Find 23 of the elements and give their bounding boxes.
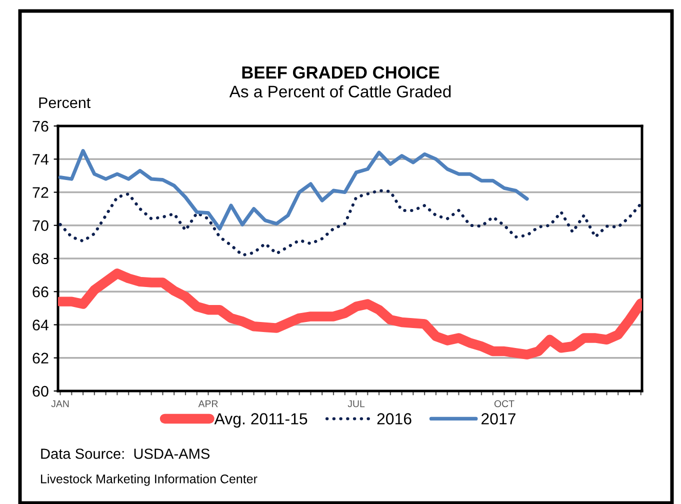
y-tick-label: 64	[32, 320, 49, 330]
y-tick-label: 68	[32, 253, 48, 264]
chart-subtitle: As a Percent of Cattle Graded	[229, 85, 451, 98]
y-tick-label: 76	[32, 120, 48, 132]
text: Livestock Marketing Information Center	[41, 474, 258, 486]
x-tick-label: APR	[198, 400, 218, 408]
chart-title: BEEF GRADED CHOICE	[242, 66, 440, 79]
line-series	[58, 149, 529, 230]
legend-label: 2017	[482, 413, 516, 424]
legend-label: Avg. 2011-15	[214, 413, 308, 428]
x-tick-label: JUL	[348, 400, 365, 408]
y-tick-label: 60	[32, 386, 48, 397]
x-tick-label: OCT	[494, 400, 514, 408]
source-note: Data Source: USDA-AMS	[41, 448, 210, 459]
x-tick-label: JAN	[51, 400, 69, 408]
line-series	[58, 189, 642, 257]
legend-label: 2016	[377, 413, 412, 424]
y-tick-label: 74	[32, 154, 49, 165]
y-tick-label: 70	[32, 220, 48, 232]
y-tick-label: 62	[32, 352, 48, 364]
y-tick-label: 72	[32, 187, 48, 198]
y-axis-title: Percent	[39, 97, 91, 108]
y-tick-label: 66	[32, 286, 48, 298]
